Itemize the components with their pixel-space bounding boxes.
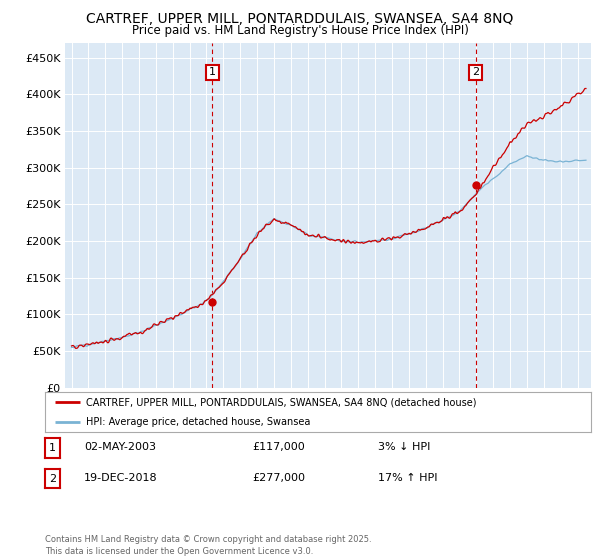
- Text: CARTREF, UPPER MILL, PONTARDDULAIS, SWANSEA, SA4 8NQ: CARTREF, UPPER MILL, PONTARDDULAIS, SWAN…: [86, 12, 514, 26]
- Text: 1: 1: [209, 67, 216, 77]
- Text: 3% ↓ HPI: 3% ↓ HPI: [378, 442, 430, 452]
- Text: 02-MAY-2003: 02-MAY-2003: [84, 442, 156, 452]
- Text: This data is licensed under the Open Government Licence v3.0.: This data is licensed under the Open Gov…: [45, 547, 313, 556]
- Text: 2: 2: [472, 67, 479, 77]
- Text: 1: 1: [49, 443, 56, 452]
- Text: 19-DEC-2018: 19-DEC-2018: [84, 473, 158, 483]
- Text: Contains HM Land Registry data © Crown copyright and database right 2025.: Contains HM Land Registry data © Crown c…: [45, 535, 371, 544]
- Text: £277,000: £277,000: [252, 473, 305, 483]
- Text: 17% ↑ HPI: 17% ↑ HPI: [378, 473, 437, 483]
- Text: Price paid vs. HM Land Registry's House Price Index (HPI): Price paid vs. HM Land Registry's House …: [131, 24, 469, 36]
- Text: HPI: Average price, detached house, Swansea: HPI: Average price, detached house, Swan…: [86, 417, 310, 427]
- Text: CARTREF, UPPER MILL, PONTARDDULAIS, SWANSEA, SA4 8NQ (detached house): CARTREF, UPPER MILL, PONTARDDULAIS, SWAN…: [86, 397, 476, 407]
- Text: £117,000: £117,000: [252, 442, 305, 452]
- Text: 2: 2: [49, 474, 56, 483]
